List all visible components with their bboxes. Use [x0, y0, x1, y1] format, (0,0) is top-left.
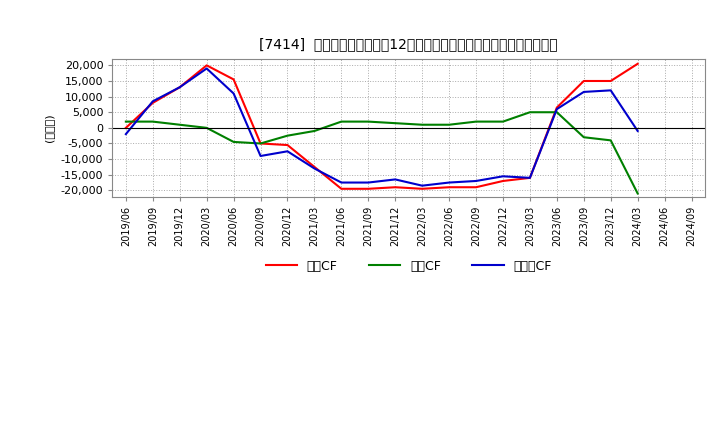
投資CF [202, 125, 211, 131]
営業CF [122, 125, 130, 131]
フリーCF [418, 183, 426, 188]
投資CF [445, 122, 454, 127]
フリーCF [606, 88, 615, 93]
投資CF [176, 122, 184, 127]
Legend: 営業CF, 投資CF, フリーCF: 営業CF, 投資CF, フリーCF [261, 255, 557, 278]
フリーCF [256, 154, 265, 159]
フリーCF [229, 91, 238, 96]
フリーCF [552, 106, 561, 112]
投資CF [606, 138, 615, 143]
営業CF [283, 143, 292, 148]
フリーCF [148, 99, 157, 104]
フリーCF [391, 177, 400, 182]
フリーCF [580, 89, 588, 95]
営業CF [337, 186, 346, 191]
営業CF [634, 61, 642, 66]
営業CF [256, 141, 265, 146]
営業CF [229, 77, 238, 82]
営業CF [606, 78, 615, 84]
フリーCF [202, 66, 211, 71]
フリーCF [310, 166, 319, 171]
投資CF [148, 119, 157, 124]
営業CF [148, 100, 157, 106]
投資CF [364, 119, 373, 124]
投資CF [283, 133, 292, 138]
Title: [7414]  キャッシュフローの12か月移動合計の対前年同期増減額の推移: [7414] キャッシュフローの12か月移動合計の対前年同期増減額の推移 [259, 37, 558, 51]
投資CF [391, 121, 400, 126]
フリーCF [526, 175, 534, 180]
投資CF [256, 141, 265, 146]
フリーCF [337, 180, 346, 185]
フリーCF [364, 180, 373, 185]
営業CF [418, 186, 426, 191]
投資CF [229, 139, 238, 145]
フリーCF [445, 180, 454, 185]
営業CF [310, 164, 319, 169]
営業CF [552, 105, 561, 110]
フリーCF [283, 149, 292, 154]
フリーCF [499, 174, 508, 179]
投資CF [580, 135, 588, 140]
営業CF [176, 84, 184, 90]
投資CF [472, 119, 480, 124]
Line: 営業CF: 営業CF [126, 64, 638, 189]
投資CF [310, 128, 319, 134]
Line: 投資CF: 投資CF [126, 112, 638, 194]
投資CF [122, 119, 130, 124]
営業CF [202, 63, 211, 68]
投資CF [634, 191, 642, 196]
営業CF [499, 178, 508, 183]
投資CF [499, 119, 508, 124]
投資CF [418, 122, 426, 127]
Y-axis label: (百万円): (百万円) [44, 114, 54, 142]
営業CF [364, 186, 373, 191]
Line: フリーCF: フリーCF [126, 69, 638, 186]
フリーCF [176, 84, 184, 90]
投資CF [337, 119, 346, 124]
営業CF [580, 78, 588, 84]
営業CF [445, 185, 454, 190]
フリーCF [122, 132, 130, 137]
投資CF [552, 110, 561, 115]
投資CF [526, 110, 534, 115]
営業CF [526, 175, 534, 180]
フリーCF [634, 128, 642, 134]
フリーCF [472, 178, 480, 183]
営業CF [391, 185, 400, 190]
営業CF [472, 185, 480, 190]
